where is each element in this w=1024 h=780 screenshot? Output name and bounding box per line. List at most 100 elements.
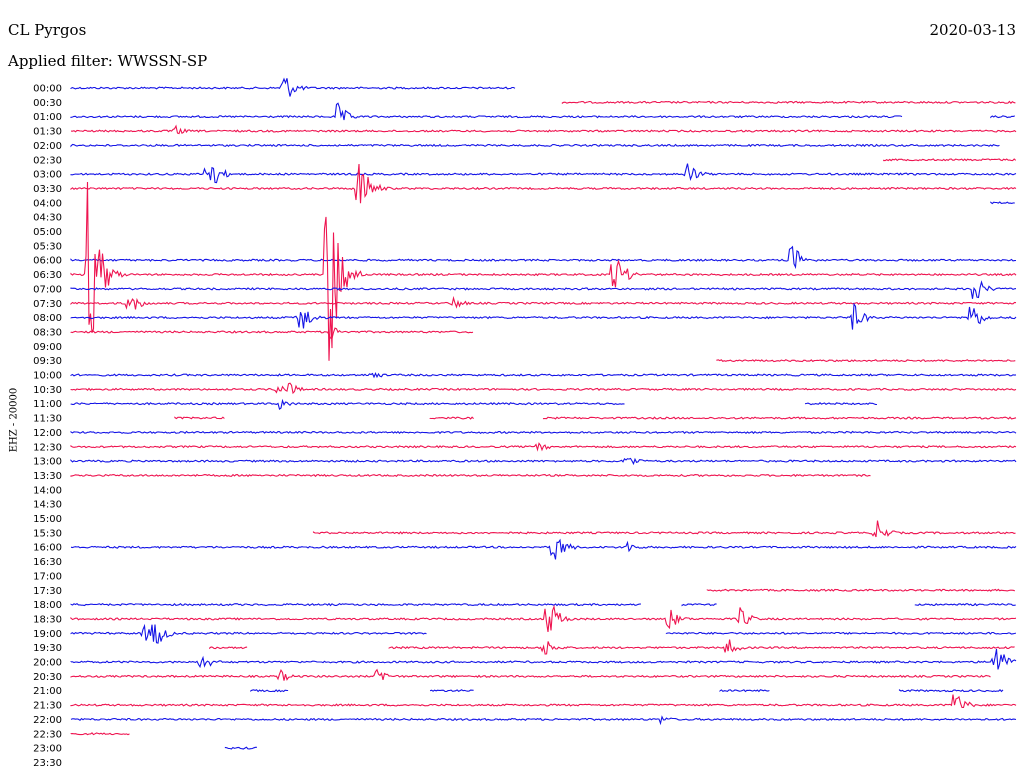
- trace-segment: [70, 604, 1017, 632]
- trace-segment: [561, 100, 1016, 105]
- row-tick-label: 14:30: [33, 500, 62, 511]
- trace-segment: [716, 359, 1016, 363]
- row-tick-label: 06:00: [33, 256, 62, 267]
- trace-segment: [70, 715, 1017, 726]
- row-tick-label: 07:30: [33, 299, 62, 310]
- row-tick-label: 12:00: [33, 428, 62, 439]
- row-tick-label: 04:30: [33, 213, 62, 224]
- trace-segment: [70, 163, 1017, 204]
- trace-segment: [542, 416, 1017, 420]
- row-tick-label: 09:00: [33, 342, 62, 353]
- trace-segment: [70, 245, 1017, 270]
- row-tick-label: 01:00: [33, 112, 62, 123]
- row-tick-label: 08:30: [33, 327, 62, 338]
- row-tick-label: 21:00: [33, 686, 62, 697]
- row-tick-label: 04:00: [33, 198, 62, 209]
- row-tick-label: 10:30: [33, 385, 62, 396]
- trace-segment: [70, 649, 1017, 670]
- row-tick-label: 23:00: [33, 744, 62, 755]
- row-tick-label: 07:00: [33, 284, 62, 295]
- trace-segment: [70, 280, 1017, 299]
- row-tick-label: 11:00: [33, 399, 62, 410]
- trace-segment: [70, 143, 1000, 148]
- trace-segment: [429, 689, 474, 693]
- row-tick-label: 10:00: [33, 371, 62, 382]
- trace-segment: [70, 602, 642, 607]
- station-title: CL Pyrgos: [8, 21, 87, 39]
- row-tick-label: 08:00: [33, 313, 62, 324]
- row-tick-label: 23:30: [33, 758, 62, 769]
- row-tick-label: 06:30: [33, 270, 62, 281]
- row-tick-label: 17:30: [33, 586, 62, 597]
- row-tick-label: 11:30: [33, 414, 62, 425]
- trace-segment: [70, 327, 474, 340]
- row-tick-label: 20:00: [33, 658, 62, 669]
- row-tick-label: 19:00: [33, 629, 62, 640]
- trace-segment: [70, 163, 1017, 184]
- trace-segment: [70, 430, 1017, 435]
- row-tick-label: 16:30: [33, 557, 62, 568]
- row-tick-label: 16:00: [33, 543, 62, 554]
- trace-segment: [70, 457, 1017, 466]
- trace-segment: [70, 538, 1017, 560]
- row-tick-label: 02:30: [33, 155, 62, 166]
- row-tick-label: 18:00: [33, 600, 62, 611]
- row-tick-label: 00:30: [33, 98, 62, 109]
- trace-segment: [70, 302, 1017, 330]
- trace-segment: [70, 623, 427, 644]
- trace-segment: [70, 181, 1017, 361]
- trace-segment: [388, 639, 1015, 655]
- filter-label: Applied filter: WWSSN-SP: [8, 52, 208, 70]
- row-tick-label: 22:30: [33, 729, 62, 740]
- trace-segment: [70, 694, 1017, 709]
- row-tick-label: 05:00: [33, 227, 62, 238]
- trace-segment: [70, 442, 1017, 452]
- trace-segment: [914, 602, 1016, 607]
- trace-segment: [990, 115, 1015, 119]
- row-tick-label: 14:00: [33, 485, 62, 496]
- trace-segment: [70, 102, 903, 121]
- trace-segment: [224, 746, 257, 750]
- row-tick-label: 05:30: [33, 241, 62, 252]
- trace-segment: [665, 631, 1017, 635]
- row-tick-label: 03:30: [33, 184, 62, 195]
- row-tick-label: 13:30: [33, 471, 62, 482]
- trace-segment: [70, 371, 1017, 379]
- trace-segment: [174, 416, 225, 420]
- row-tick-label: 15:30: [33, 528, 62, 539]
- row-tick-label: 13:00: [33, 457, 62, 468]
- row-tick-label: 12:30: [33, 442, 62, 453]
- row-tick-label: 02:00: [33, 141, 62, 152]
- row-tick-label: 19:30: [33, 643, 62, 654]
- trace-segment: [706, 588, 1015, 592]
- trace-segment: [883, 158, 1017, 162]
- row-tick-label: 01:30: [33, 127, 62, 138]
- row-tick-label: 20:30: [33, 672, 62, 683]
- trace-segment: [719, 689, 770, 693]
- row-tick-label: 17:00: [33, 571, 62, 582]
- trace-segment: [250, 689, 289, 693]
- trace-segment: [898, 688, 1004, 693]
- trace-segment: [70, 77, 516, 97]
- trace-segment: [312, 520, 1016, 538]
- row-tick-label: 09:30: [33, 356, 62, 367]
- trace-segment: [70, 473, 871, 478]
- trace-segment: [70, 382, 1017, 395]
- trace-segment: [70, 668, 991, 681]
- trace-segment: [70, 398, 625, 411]
- row-tick-label: 15:00: [33, 514, 62, 525]
- trace-segment: [429, 416, 474, 420]
- row-tick-label: 21:30: [33, 701, 62, 712]
- row-tick-label: 03:00: [33, 170, 62, 181]
- trace-segment: [70, 124, 1017, 135]
- date-label: 2020-03-13: [929, 21, 1016, 39]
- row-tick-label: 22:00: [33, 715, 62, 726]
- trace-segment: [990, 201, 1015, 205]
- trace-segment: [804, 402, 878, 406]
- trace-segment: [70, 295, 1017, 310]
- trace-segment: [209, 646, 248, 650]
- trace-segment: [70, 732, 130, 736]
- row-tick-label: 00:00: [33, 84, 62, 95]
- trace-segment: [681, 603, 717, 607]
